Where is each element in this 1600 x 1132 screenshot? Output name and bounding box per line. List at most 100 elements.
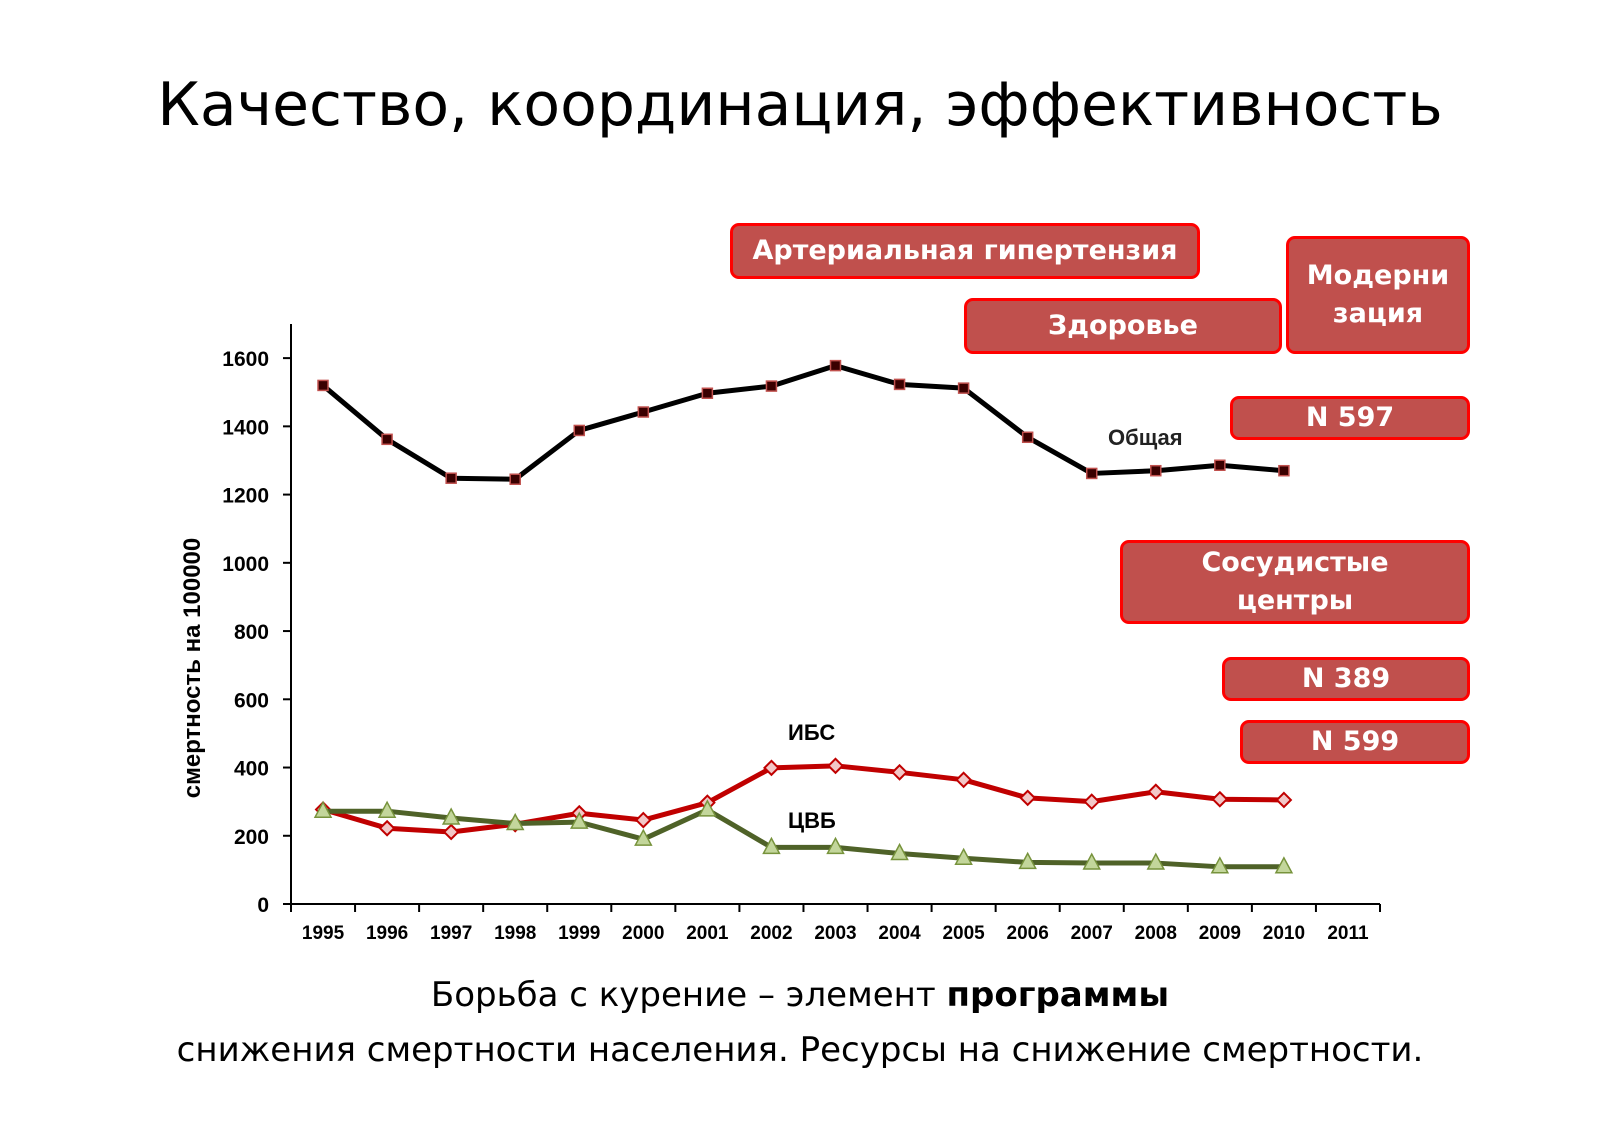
- data-point-obshaya: [381, 433, 393, 446]
- x-tick-label: 2005: [942, 923, 985, 944]
- data-point-ibs: [378, 819, 396, 837]
- y-tick-label: 0: [257, 894, 269, 917]
- series-line-obshaya: [321, 363, 1285, 482]
- data-point-cvb: [1082, 852, 1101, 870]
- series-line-cvb: [323, 807, 1284, 870]
- series-cvb: [313, 799, 1294, 874]
- data-point-obshaya: [317, 379, 329, 392]
- x-tick-label: 2011: [1327, 923, 1369, 944]
- data-point-obshaya: [893, 378, 906, 391]
- data-point-ibs: [442, 823, 460, 841]
- x-tick-label: 2007: [1071, 923, 1113, 944]
- caption-line1-bold: программы: [946, 975, 1170, 1015]
- y-tick-label: 1000: [222, 553, 269, 576]
- series-label-obshaya: Общая: [1108, 425, 1183, 450]
- y-tick-label: 1400: [222, 416, 269, 439]
- data-point-obshaya: [573, 424, 586, 437]
- x-tick-label: 1998: [494, 923, 536, 944]
- caption-line2: снижения смертности населения. Ресурсы н…: [176, 1030, 1424, 1070]
- data-point-ibs: [1211, 790, 1229, 808]
- slide-title: Качество, координация, эффективность: [157, 70, 1443, 140]
- data-point-ibs: [1019, 789, 1037, 807]
- y-tick-label: 400: [234, 758, 269, 781]
- data-point-cvb: [1210, 856, 1230, 874]
- data-point-obshaya: [1214, 459, 1226, 471]
- series-label-ibs: ИБС: [788, 720, 835, 745]
- series-obshaya: [317, 359, 1290, 485]
- data-point-obshaya: [829, 359, 842, 372]
- y-axis-label: смертность на 100000: [179, 538, 206, 799]
- y-tick-label: 1600: [222, 348, 269, 371]
- tag-vascular-line1: Сосудистые: [1201, 547, 1389, 579]
- tag-hypertension-text: Артериальная гипертензия: [752, 235, 1178, 267]
- x-tick-label: 2002: [750, 923, 792, 944]
- y-tick-label: 200: [234, 826, 269, 849]
- x-tick-label: 1997: [430, 923, 472, 944]
- chart-axes: [290, 324, 1380, 905]
- data-point-cvb: [954, 847, 973, 866]
- caption-line1-start: Борьба с курение – элемент: [430, 975, 947, 1015]
- tag-n597: N 597: [1230, 396, 1470, 440]
- tag-modernization: Модерни зация: [1286, 236, 1470, 354]
- data-point-ibs: [1147, 783, 1165, 801]
- x-tick-label: 2006: [1007, 923, 1049, 944]
- data-point-cvb: [505, 812, 525, 831]
- data-point-ibs: [891, 763, 908, 781]
- y-tick-label: 1200: [222, 485, 269, 508]
- data-point-cvb: [762, 836, 781, 855]
- y-axis-ticks: 0 200 400 600 800 1000 1200 1400 1600: [222, 348, 291, 917]
- data-point-cvb: [890, 842, 909, 861]
- data-point-obshaya: [1278, 464, 1290, 477]
- slide-caption: Борьба с курение – элемент программы сни…: [0, 968, 1600, 1078]
- data-point-ibs: [955, 771, 973, 789]
- tag-vascular-centers: Сосудистые центры: [1120, 540, 1470, 624]
- y-tick-label: 600: [234, 689, 269, 712]
- tag-n599-text: N 599: [1310, 726, 1400, 758]
- x-tick-label: 2003: [814, 923, 856, 944]
- tag-n389-text: N 389: [1301, 663, 1391, 695]
- x-tick-label: 2000: [622, 923, 664, 944]
- data-point-obshaya: [1021, 431, 1034, 444]
- x-tick-label: 2010: [1263, 923, 1305, 944]
- tag-vascular-line2: центры: [1236, 585, 1354, 616]
- tag-modernization-line2: зация: [1332, 298, 1424, 329]
- data-point-cvb: [313, 800, 333, 818]
- x-tick-label: 2004: [878, 923, 921, 944]
- data-point-cvb: [826, 836, 845, 855]
- data-point-ibs: [1275, 791, 1293, 809]
- tag-modernization-line1: Модерни: [1306, 260, 1450, 292]
- data-point-obshaya: [1085, 467, 1098, 480]
- data-point-ibs: [1083, 793, 1101, 811]
- data-point-ibs: [763, 759, 780, 777]
- data-point-cvb: [1146, 852, 1166, 870]
- data-point-ibs: [634, 811, 652, 829]
- tag-n599: N 599: [1240, 720, 1470, 764]
- series-line-ibs: [322, 763, 1284, 835]
- caption-line1: Борьба с курение – элемент программы: [0, 968, 1600, 1023]
- data-point-obshaya: [765, 380, 778, 392]
- data-point-cvb: [698, 799, 717, 817]
- tag-health: Здоровье: [964, 298, 1282, 354]
- data-point-obshaya: [701, 387, 714, 400]
- x-tick-label: 1996: [366, 923, 408, 944]
- tag-n389: N 389: [1222, 657, 1470, 701]
- x-tick-label: 2008: [1135, 923, 1177, 944]
- data-point-cvb: [1018, 851, 1037, 870]
- y-tick-label: 800: [234, 621, 269, 644]
- x-axis-ticks: 1995 1996 1997 1998 1999 2000 2001 2002 2003 2004…: [290, 904, 1381, 944]
- data-point-cvb: [1274, 856, 1294, 874]
- data-point-obshaya: [637, 406, 650, 418]
- x-tick-label: 2001: [686, 923, 729, 944]
- chart-series: [313, 359, 1294, 874]
- data-point-obshaya: [1150, 464, 1162, 477]
- series-label-cvb: ЦВБ: [788, 808, 836, 833]
- data-point-cvb: [441, 807, 461, 825]
- data-point-obshaya: [445, 472, 457, 484]
- data-point-ibs: [827, 757, 844, 775]
- tag-hypertension: Артериальная гипертензия: [730, 223, 1200, 279]
- tag-health-text: Здоровье: [1048, 310, 1198, 342]
- x-tick-label: 2009: [1199, 923, 1241, 944]
- x-tick-label: 1999: [558, 923, 600, 944]
- data-point-cvb: [570, 811, 589, 829]
